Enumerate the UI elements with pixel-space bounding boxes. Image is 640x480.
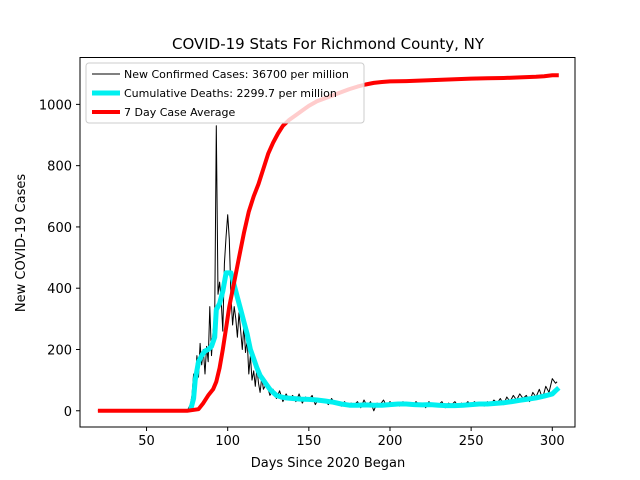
plot-frame [79, 57, 576, 428]
y-tick-label: 200 [47, 343, 72, 358]
x-tick-label: 250 [459, 434, 484, 449]
x-tick-label: 200 [378, 434, 403, 449]
legend-label-2: 7 Day Case Average [124, 106, 236, 119]
series-line-1 [187, 270, 561, 412]
chart-title: COVID-19 Stats For Richmond County, NY [172, 35, 485, 53]
x-tick-label: 50 [138, 434, 155, 449]
y-tick-label: 1000 [39, 98, 72, 113]
legend-box [85, 62, 365, 124]
y-tick-label: 800 [47, 160, 72, 175]
y-axis: 0 200 400 600 800 1000 [39, 98, 80, 420]
x-axis-label: Days Since 2020 Began [251, 456, 406, 471]
legend-label-0: New Confirmed Cases: 36700 per million [124, 68, 349, 81]
x-tick-label: 100 [215, 434, 240, 449]
x-tick-label: 300 [540, 434, 565, 449]
y-tick-label: 600 [47, 221, 72, 236]
legend: New Confirmed Cases: 36700 per million Cu… [85, 62, 365, 124]
y-tick-label: 0 [64, 405, 72, 420]
x-axis: 50 100 150 200 250 300 [138, 427, 565, 449]
legend-label-1: Cumulative Deaths: 2299.7 per million [124, 87, 337, 100]
y-axis-label: New COVID-19 Cases [14, 174, 29, 312]
y-tick-label: 400 [47, 282, 72, 297]
x-tick-label: 150 [296, 434, 321, 449]
